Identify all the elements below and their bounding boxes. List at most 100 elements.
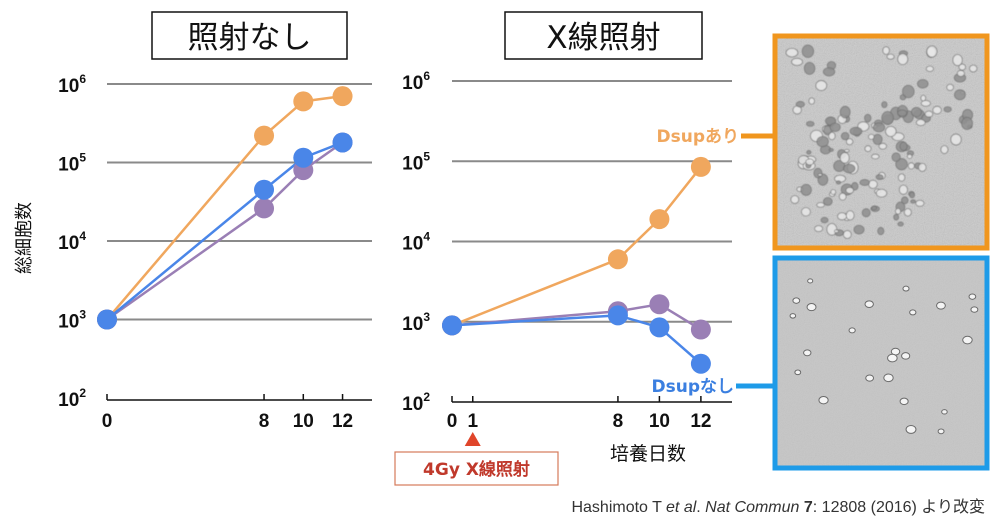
cell	[905, 424, 917, 434]
y-tick-exponent: 5	[79, 151, 86, 165]
cell	[958, 63, 966, 71]
x-axis-label: 培養日数	[610, 443, 686, 465]
cell	[906, 153, 913, 159]
cell	[806, 303, 817, 312]
data-point	[649, 209, 670, 230]
y-tick-label: 106	[58, 72, 86, 97]
photo-dsup-nashi	[736, 255, 990, 471]
y-tick-exponent: 2	[423, 390, 430, 404]
x-tick-labels: 0 1 8 10 12	[447, 411, 712, 432]
citation: Hashimoto T et al. Nat Commun 7: 12808 (…	[571, 498, 985, 516]
cell	[887, 353, 898, 363]
cell	[864, 300, 874, 309]
y-tick-exponent: 2	[79, 386, 86, 400]
cell	[885, 125, 897, 137]
y-tick-base: 10	[58, 233, 79, 254]
y-tick-exponent: 6	[423, 69, 430, 83]
series-line	[106, 141, 344, 321]
data-point	[690, 156, 711, 177]
x-tick-label: 10	[649, 411, 670, 432]
cell	[897, 109, 908, 117]
citation-authors: Hashimoto T	[571, 499, 666, 516]
cell	[925, 65, 934, 72]
y-tick-base: 10	[58, 390, 79, 411]
series-line	[106, 94, 343, 321]
cell	[837, 212, 847, 221]
scattered-cells	[789, 278, 979, 435]
y-tick-exponent: 5	[423, 149, 430, 163]
cell	[941, 409, 948, 415]
cell	[954, 89, 966, 101]
cell	[950, 133, 962, 146]
cell	[814, 225, 824, 232]
cell	[895, 158, 908, 171]
cell	[816, 202, 825, 208]
cell	[878, 142, 887, 150]
cell	[915, 119, 926, 127]
cell	[899, 397, 909, 406]
cell	[803, 349, 812, 357]
y-tick-base: 10	[58, 312, 79, 333]
cell	[864, 145, 872, 152]
cell	[886, 53, 895, 60]
series-line	[106, 141, 344, 321]
y-tick-exponent: 3	[423, 310, 430, 324]
cell	[868, 179, 878, 189]
y-tick-label: 104	[402, 230, 430, 255]
citation-etal: et al	[666, 499, 697, 516]
cell	[823, 125, 832, 136]
data-point	[442, 315, 462, 336]
data-point	[254, 198, 275, 219]
data-point	[649, 317, 670, 338]
cell	[853, 224, 865, 235]
irradiation-annotation: 4Gy X線照射	[423, 459, 530, 480]
cell	[875, 174, 884, 180]
cell	[790, 195, 800, 204]
cell	[902, 285, 910, 292]
cell	[911, 107, 922, 118]
cell	[820, 217, 829, 224]
irradiation-annotation-box	[394, 451, 559, 486]
cell	[961, 116, 973, 130]
cell	[926, 45, 938, 58]
x-tick-label: 10	[293, 411, 314, 432]
cell	[920, 100, 931, 107]
photo-dsup-ari	[741, 33, 990, 251]
x-tick-label: 1	[467, 411, 478, 432]
cell	[808, 97, 815, 105]
cell	[910, 199, 916, 204]
cell	[897, 173, 906, 182]
cell	[936, 301, 946, 310]
data-point	[649, 294, 670, 315]
cell	[845, 138, 854, 146]
cell	[932, 105, 942, 115]
y-tick-label: 102	[402, 390, 430, 415]
cell	[917, 79, 929, 89]
cell	[803, 61, 816, 75]
y-tick-base: 10	[402, 394, 423, 415]
data-point	[293, 147, 314, 168]
y-tick-label: 104	[58, 229, 86, 254]
series-group	[97, 86, 353, 330]
x-tick-label: 8	[259, 411, 270, 432]
cell	[903, 208, 912, 217]
cell	[795, 101, 805, 108]
y-tick-exponent: 6	[79, 72, 86, 86]
series-line	[451, 166, 702, 327]
cell	[969, 64, 978, 73]
cell	[952, 54, 963, 66]
cell	[864, 113, 872, 123]
cell	[848, 327, 856, 334]
cell	[845, 210, 855, 221]
cell	[883, 373, 894, 383]
cell	[839, 152, 850, 164]
data-point	[607, 305, 628, 326]
x-tick-labels: 0 8 10 12	[102, 411, 353, 432]
cell	[968, 293, 977, 300]
cell	[839, 105, 851, 119]
cell	[822, 67, 836, 77]
